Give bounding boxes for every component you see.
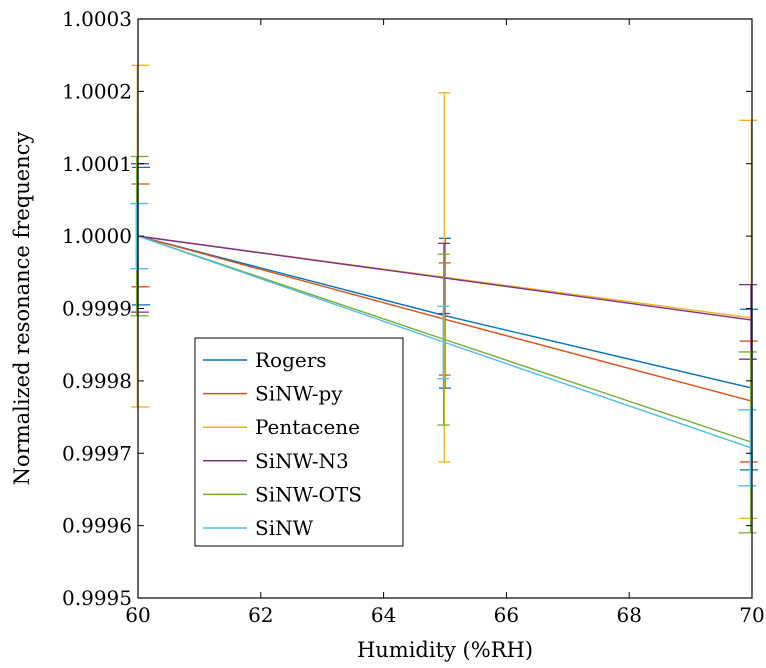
x-tick-label: 64 xyxy=(371,603,396,627)
series-line-sinw-ots xyxy=(137,235,753,444)
y-tick-label: 1.0002 xyxy=(62,79,132,103)
x-tick-label: 68 xyxy=(616,603,641,627)
x-tick-label: 62 xyxy=(248,603,273,627)
x-axis: 60 62 64 66 68 70 xyxy=(125,19,765,627)
x-axis-label: Humidity (%RH) xyxy=(357,638,533,662)
legend-label: Pentacene xyxy=(255,415,360,439)
y-tick-label: 1.0000 xyxy=(62,224,132,248)
y-tick-label: 0.9997 xyxy=(62,441,132,465)
y-tick-label: 1.0003 xyxy=(62,7,132,31)
y-tick-label: 0.9998 xyxy=(62,369,132,393)
legend-label: Rogers xyxy=(255,348,327,372)
legend-label: SiNW xyxy=(255,516,314,540)
legend: Rogers SiNW-py Pentacene SiNW-N3 SiNW-OTS SiN… xyxy=(194,337,404,547)
y-axis: 0.9995 0.9996 0.9997 0.9998 0.9999 1.0000 1.00… xyxy=(62,7,752,610)
y-tick-label: 1.0001 xyxy=(62,152,132,176)
x-tick-label: 60 xyxy=(125,603,150,627)
series-line-sinw xyxy=(137,235,753,449)
series-line-sinw-n3 xyxy=(137,235,753,321)
x-tick-label: 70 xyxy=(739,603,764,627)
y-axis-label: Normalized resonance frequency xyxy=(10,132,34,486)
y-tick-label: 0.9996 xyxy=(62,514,132,538)
x-tick-label: 66 xyxy=(494,603,519,627)
y-tick-label: 0.9999 xyxy=(62,297,132,321)
legend-label: SiNW-OTS xyxy=(255,482,362,506)
y-tick-label: 0.9995 xyxy=(62,586,132,610)
legend-box xyxy=(194,337,404,547)
legend-label: SiNW-N3 xyxy=(255,449,349,473)
legend-label: SiNW-py xyxy=(255,382,343,406)
